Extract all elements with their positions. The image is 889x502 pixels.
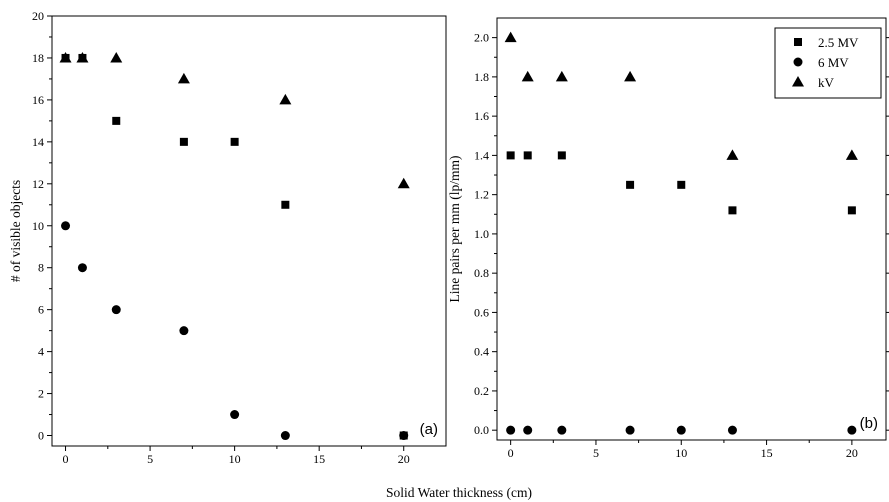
- series-6-mv: [506, 425, 857, 435]
- data-point: [177, 72, 190, 84]
- x-tick-label: 10: [229, 452, 241, 466]
- data-point: [624, 70, 637, 82]
- series-2-5-mv: [506, 151, 856, 215]
- y-tick-label: 2: [38, 387, 44, 401]
- panel-a: 0 5 10 15 20 0 2 4 6 8 10 12 14 16 18 20 # of visible ob…: [8, 9, 447, 466]
- y-tick-label: 0.6: [474, 305, 489, 319]
- data-point: [727, 425, 737, 435]
- data-point: [557, 425, 567, 435]
- legend-marker-circle: [793, 57, 803, 67]
- data-point: [523, 151, 532, 160]
- plot-frame: [51, 15, 447, 447]
- data-point: [676, 425, 686, 435]
- shared-x-axis-title: Solid Water thickness (cm): [386, 485, 532, 500]
- data-point: [280, 431, 290, 441]
- y-tick-label: 18: [32, 51, 44, 65]
- x-tick-label: 15: [761, 446, 773, 460]
- x-tick-label: 20: [398, 452, 410, 466]
- y-tick-label: 0.4: [474, 345, 489, 359]
- data-point: [61, 221, 71, 231]
- data-point: [279, 93, 292, 105]
- data-point: [677, 180, 686, 189]
- y-tick-label: 1.4: [474, 148, 489, 162]
- series-kv: [59, 51, 410, 189]
- data-point: [521, 70, 534, 82]
- x-tick-label: 0: [63, 452, 69, 466]
- y-tick-label: 1.8: [474, 70, 489, 84]
- legend-marker-square: [794, 38, 802, 46]
- data-point: [626, 180, 635, 189]
- y-tick-label: 10: [32, 219, 44, 233]
- y-tick-label: 20: [32, 9, 44, 23]
- y-tick-label: 2.0: [474, 31, 489, 45]
- y-tick-label: 12: [32, 177, 44, 191]
- data-point: [728, 206, 737, 215]
- data-point: [506, 425, 516, 435]
- legend-marker-triangle: [792, 76, 804, 87]
- y-tick-label: 16: [32, 93, 44, 107]
- legend-label: 6 MV: [818, 55, 849, 70]
- legend: 2.5 MV 6 MV kV: [774, 27, 882, 99]
- data-point: [506, 151, 515, 160]
- panel-label: (b): [860, 415, 878, 432]
- data-point: [847, 425, 857, 435]
- x-tick-label: 5: [147, 452, 153, 466]
- data-point: [847, 206, 856, 215]
- y-tick-label: 1.2: [474, 188, 489, 202]
- data-point: [110, 51, 123, 63]
- data-point: [59, 51, 72, 63]
- series-kv: [504, 31, 858, 160]
- x-tick-label: 10: [675, 446, 687, 460]
- y-tick-label: 0: [38, 429, 44, 443]
- data-point: [179, 326, 189, 336]
- y-tick-label: 0.2: [474, 384, 489, 398]
- y-tick-label: 14: [32, 135, 44, 149]
- data-point: [281, 200, 290, 209]
- x-tick-label: 15: [313, 452, 325, 466]
- plot-frame: [496, 17, 887, 441]
- data-point: [76, 51, 89, 63]
- y-tick-label: 6: [38, 303, 44, 317]
- data-point: [230, 137, 239, 146]
- data-point: [504, 31, 517, 43]
- data-point: [557, 151, 566, 160]
- data-point: [845, 149, 858, 160]
- y-tick-label: 0.0: [474, 423, 489, 437]
- panel-b: 0 5 10 15 20 0.0 0.2 0.4 0.6 0.8 1.0 1.2 1.4 1.6 1.8 2.…: [447, 17, 889, 460]
- y-tick-label: 8: [38, 261, 44, 275]
- data-point: [397, 177, 410, 189]
- legend-label: kV: [818, 75, 835, 90]
- data-point: [111, 305, 121, 315]
- data-point: [179, 137, 188, 146]
- data-point: [230, 410, 240, 420]
- y-tick-label: 1.0: [474, 227, 489, 241]
- y-axis-title: Line pairs per mm (lp/mm): [447, 156, 462, 303]
- data-point: [112, 116, 121, 125]
- legend-label: 2.5 MV: [818, 35, 859, 50]
- x-tick-label: 20: [846, 446, 858, 460]
- data-point: [726, 149, 739, 160]
- y-tick-label: 0.8: [474, 266, 489, 280]
- y-axis-title: # of visible objects: [8, 180, 23, 282]
- series-2-5-mv: [61, 53, 408, 440]
- panel-label: (a): [420, 421, 438, 438]
- x-tick-label: 5: [593, 446, 599, 460]
- series-6-mv: [61, 221, 409, 441]
- data-point: [77, 263, 87, 273]
- data-point: [399, 431, 409, 441]
- data-point: [523, 425, 533, 435]
- y-tick-label: 4: [38, 345, 44, 359]
- data-point: [555, 70, 568, 82]
- data-point: [625, 425, 635, 435]
- y-tick-label: 1.6: [474, 109, 489, 123]
- x-tick-label: 0: [508, 446, 514, 460]
